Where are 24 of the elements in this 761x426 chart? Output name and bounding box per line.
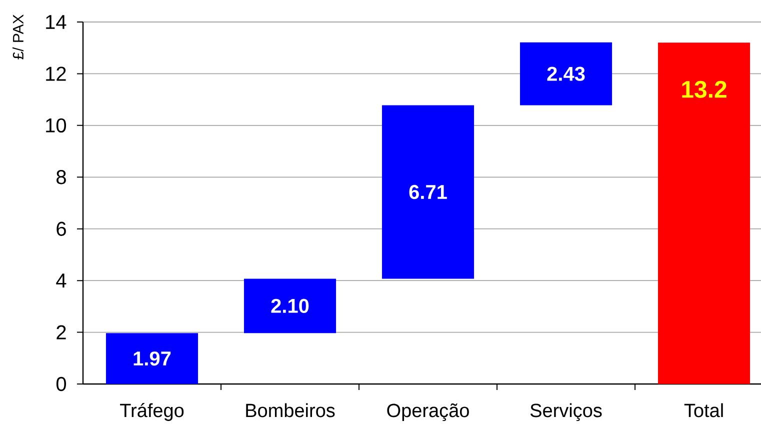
x-tick-label: Tráfego — [120, 403, 184, 421]
y-tick-label: 14 — [46, 15, 66, 29]
x-tick-label: Operação — [387, 403, 469, 422]
bar — [382, 105, 474, 279]
y-tick-label: 10 — [46, 118, 66, 133]
bar — [106, 333, 198, 384]
x-tick-label: Serviços — [530, 403, 602, 422]
data-label: 13.2 — [682, 80, 726, 98]
data-label: 2.10 — [271, 298, 309, 313]
y-tick-label: 12 — [46, 66, 66, 81]
y-tick-label: 6 — [56, 222, 66, 236]
data-label: 6.71 — [409, 184, 447, 200]
bar — [520, 42, 612, 106]
data-label: 1.97 — [134, 351, 171, 366]
y-tick-label: 8 — [56, 170, 66, 184]
y-tick-label: 2 — [56, 325, 66, 340]
x-tick-label: Bombeiros — [246, 403, 335, 418]
y-axis-title: £/ PAX — [12, 14, 24, 60]
data-label: 2.43 — [547, 66, 585, 81]
x-tick-label: Total — [684, 403, 723, 418]
bar — [244, 278, 336, 334]
y-tick-label: 4 — [56, 274, 66, 288]
y-tick-label: 0 — [56, 376, 66, 392]
bar — [658, 42, 750, 384]
